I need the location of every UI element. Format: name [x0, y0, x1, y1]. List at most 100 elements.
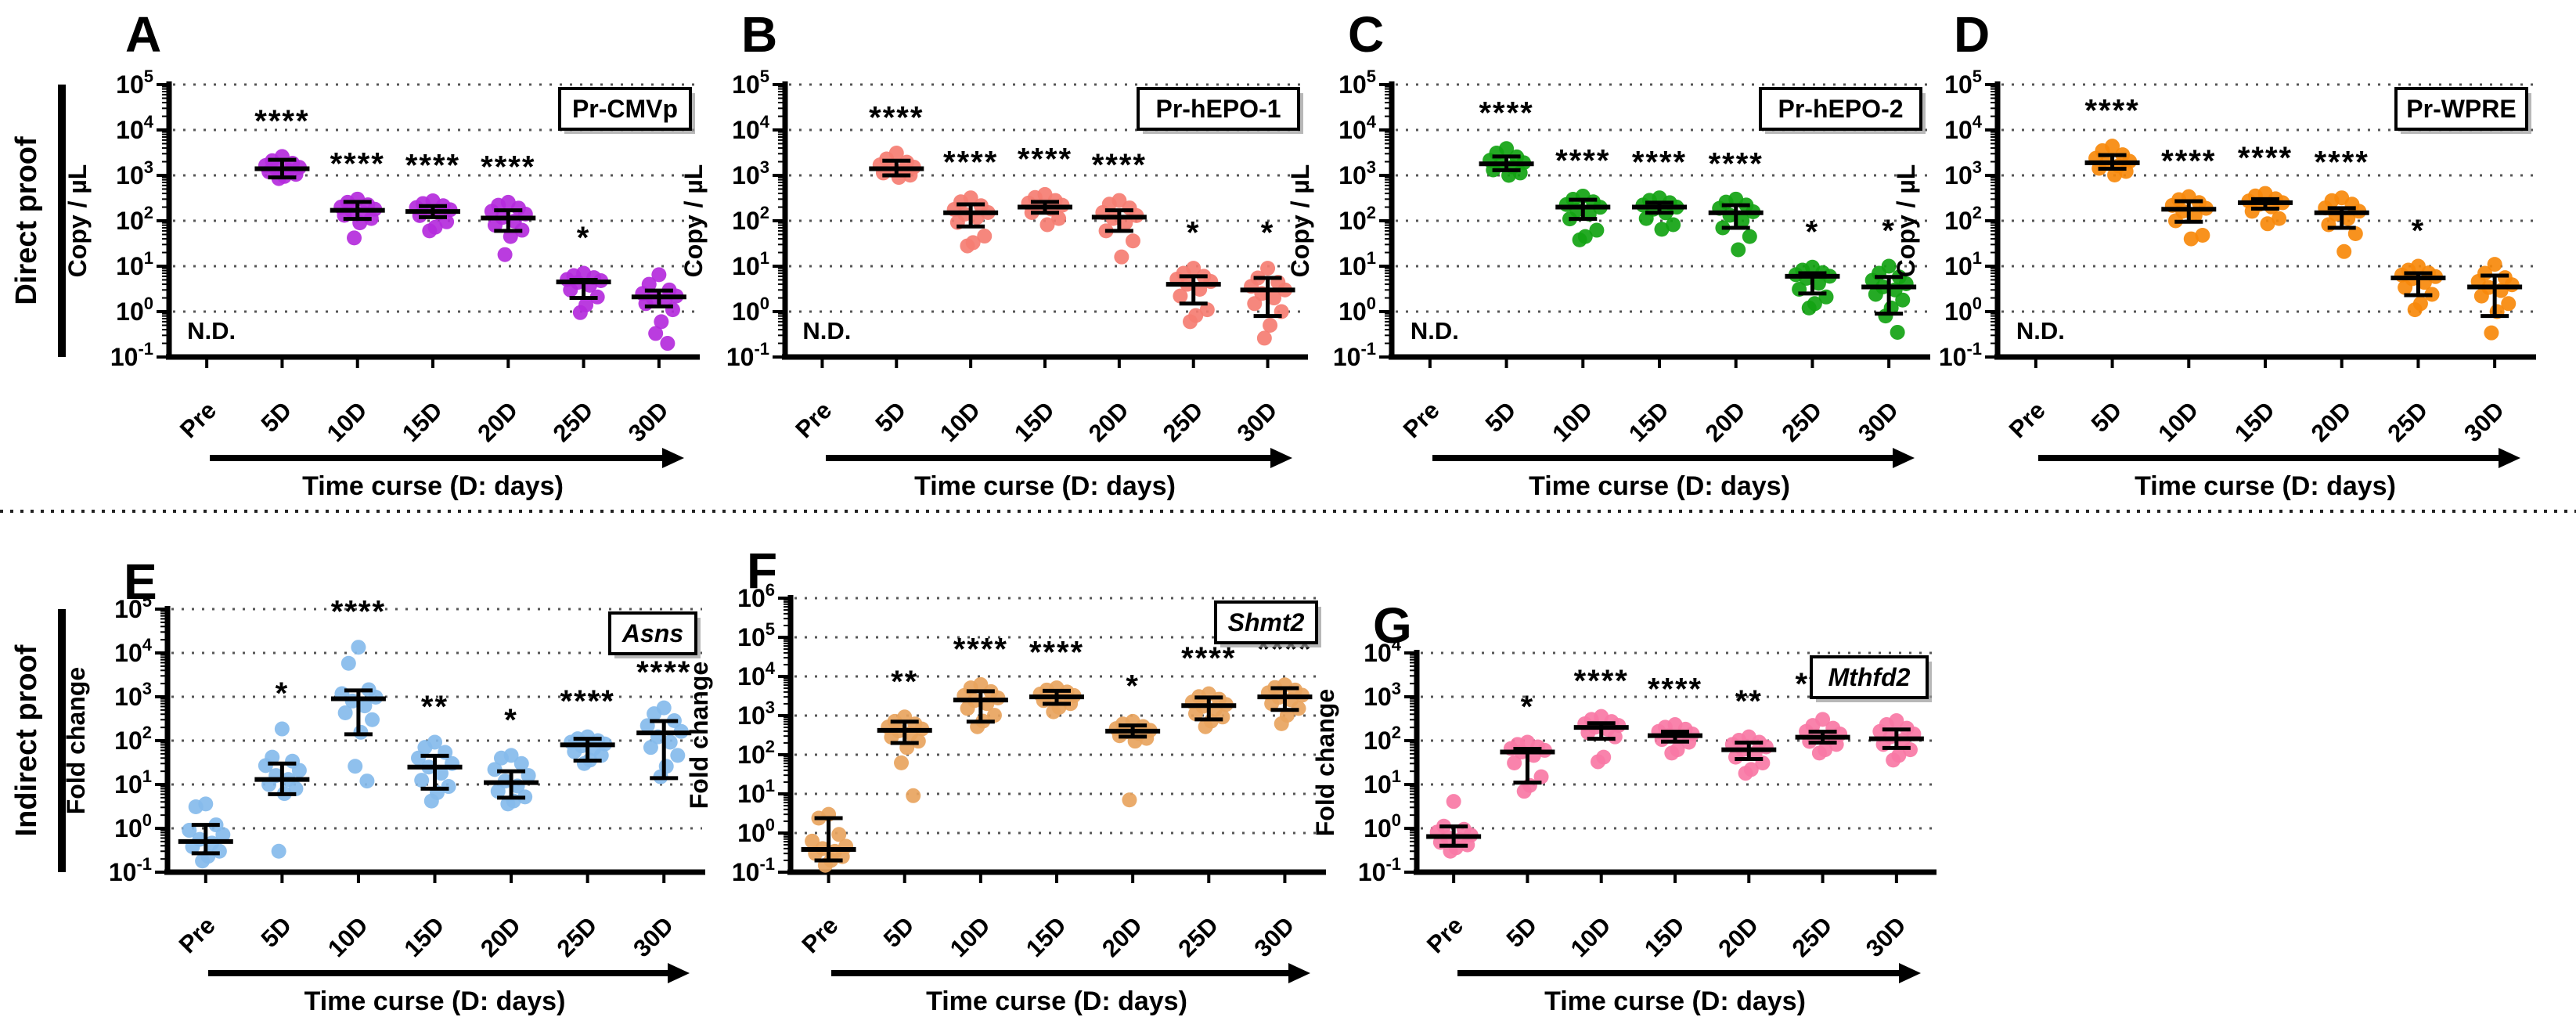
x-axis-caption: Time curse (D: days) — [302, 471, 564, 501]
legend-label: Pr-WPRE — [2406, 95, 2516, 123]
error-bar — [1426, 824, 1482, 848]
data-point — [365, 712, 380, 727]
significance-stars: * — [504, 703, 518, 738]
time-arrow-head — [1270, 448, 1292, 468]
data-point — [1264, 696, 1280, 712]
significance-stars: ** — [891, 665, 918, 699]
error-bar — [481, 208, 536, 233]
data-point — [1039, 217, 1055, 233]
data-point — [1607, 729, 1623, 745]
error-bar — [869, 158, 924, 178]
data-point — [1263, 317, 1278, 333]
data-point — [1122, 792, 1137, 808]
data-point — [351, 640, 366, 655]
data-point — [662, 734, 678, 750]
significance-stars: * — [577, 221, 591, 255]
data-point — [513, 756, 529, 771]
error-bar — [1500, 746, 1555, 785]
error-bar — [1091, 208, 1147, 233]
data-point — [2473, 288, 2489, 304]
x-axis-caption: Time curse (D: days) — [1529, 471, 1790, 501]
data-point — [1731, 242, 1746, 258]
data-point — [670, 748, 686, 763]
legend-frame — [1137, 87, 1300, 131]
data-point — [1051, 211, 1067, 226]
significance-stars: **** — [1632, 146, 1687, 180]
dot-group-20D — [487, 748, 536, 812]
data-point — [274, 721, 290, 737]
data-point — [271, 843, 286, 859]
data-point — [2484, 325, 2499, 341]
error-bar — [1785, 271, 1840, 296]
legend-box: Asns — [608, 611, 701, 658]
y-axis-title: Fold change — [685, 662, 713, 809]
data-point — [490, 784, 506, 799]
error-bar — [1257, 686, 1313, 712]
time-arrow-head — [1899, 963, 1921, 983]
significance-stars: **** — [953, 632, 1008, 666]
data-point — [348, 759, 363, 774]
data-point — [2107, 168, 2123, 183]
data-point — [2272, 211, 2287, 226]
error-bar — [178, 823, 233, 856]
data-point — [1198, 719, 1213, 734]
data-point — [1572, 232, 1587, 247]
data-point — [805, 833, 820, 849]
error-bar — [2467, 273, 2523, 319]
error-bar — [254, 761, 310, 796]
error-bar — [2161, 199, 2217, 224]
data-point — [654, 314, 669, 330]
data-point — [1533, 769, 1549, 784]
row-label-bar — [58, 609, 66, 872]
panel-letter: F — [747, 543, 777, 599]
data-point — [1810, 276, 1826, 291]
error-bar — [1861, 275, 1917, 316]
data-point — [648, 326, 664, 341]
data-point — [1890, 324, 1905, 340]
x-axis-caption: Time curse (D: days) — [926, 986, 1187, 1016]
legend-box: Pr-WPRE — [2394, 87, 2531, 134]
data-point — [1260, 261, 1276, 276]
data-point — [831, 827, 847, 842]
significance-stars: **** — [2315, 146, 2369, 180]
legend-label: Asns — [621, 619, 683, 647]
error-bar — [1166, 274, 1221, 306]
data-point — [188, 799, 204, 814]
significance-stars: **** — [254, 104, 309, 139]
x-axis-caption: Time curse (D: days) — [1544, 986, 1806, 1016]
data-point — [500, 796, 516, 812]
significance-stars: **** — [1029, 636, 1084, 670]
data-point — [1114, 249, 1129, 265]
data-point — [340, 655, 356, 671]
error-bar — [330, 200, 385, 222]
significance-stars: ** — [421, 690, 449, 724]
data-point — [884, 729, 899, 745]
y-tick-label: 104 — [737, 658, 776, 691]
error-bar — [877, 719, 932, 745]
error-bar — [1029, 688, 1084, 706]
error-bar — [1868, 727, 1924, 750]
data-point — [1187, 706, 1203, 722]
data-point — [1664, 745, 1680, 761]
data-point — [1274, 716, 1289, 731]
data-point — [1811, 745, 1827, 761]
y-tick-label: 10-1 — [109, 854, 152, 886]
error-bar — [943, 202, 999, 229]
error-bar — [1018, 200, 1072, 215]
data-point — [2347, 225, 2363, 241]
significance-stars: ** — [1735, 684, 1763, 719]
data-point — [195, 853, 211, 869]
data-point — [215, 827, 231, 842]
data-point — [1446, 794, 1461, 810]
data-point — [894, 755, 910, 770]
y-axis-title: Fold change — [1311, 689, 1339, 836]
error-bar — [2084, 153, 2140, 171]
data-point — [417, 740, 433, 756]
data-point — [1256, 330, 1272, 346]
data-point — [960, 701, 975, 716]
data-point — [906, 788, 921, 803]
data-point — [2195, 227, 2210, 243]
y-tick-label: 105 — [732, 67, 769, 99]
